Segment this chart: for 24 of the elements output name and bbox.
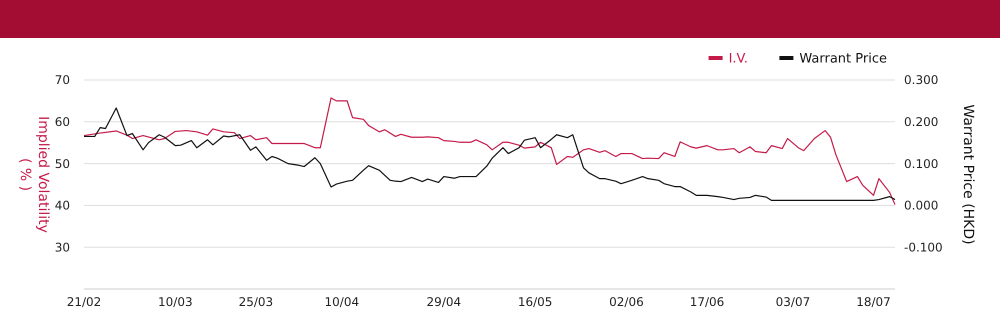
legend-label: I.V. [728,52,748,67]
y2-tick-label: 0.100 [904,156,938,171]
x-tick-label: 03/07 [776,295,810,309]
x-tick-label: 10/03 [158,295,193,309]
y2-tick-label: 0.200 [904,115,938,129]
x-tick-label: 10/04 [324,295,360,309]
y-tick-label: 50 [54,156,70,171]
x-tick-label: 25/03 [238,295,274,309]
y2-tick-label: -0.100 [904,240,943,254]
y-tick-label: 40 [54,198,70,213]
y-tick-label: 30 [54,240,70,254]
x-tick-label: 02/06 [609,295,644,309]
x-tick-label: 16/05 [518,295,552,309]
y2-tick-label: 0.300 [904,73,938,88]
y-tick-label: 60 [54,115,70,129]
x-tick-label: 21/02 [66,295,102,309]
y-axis-title: Implied Volatility ( % ) [17,116,51,233]
y2-tick-label: 0.000 [904,198,938,213]
x-tick-label: 29/04 [426,295,462,309]
legend-label: Warrant Price [799,52,888,67]
x-tick-label: 17/06 [690,295,724,309]
y-tick-label: 70 [54,73,70,88]
x-tick-label: 18/07 [856,295,891,309]
y2-axis-title: Warrant Price (HKD) [960,104,976,245]
